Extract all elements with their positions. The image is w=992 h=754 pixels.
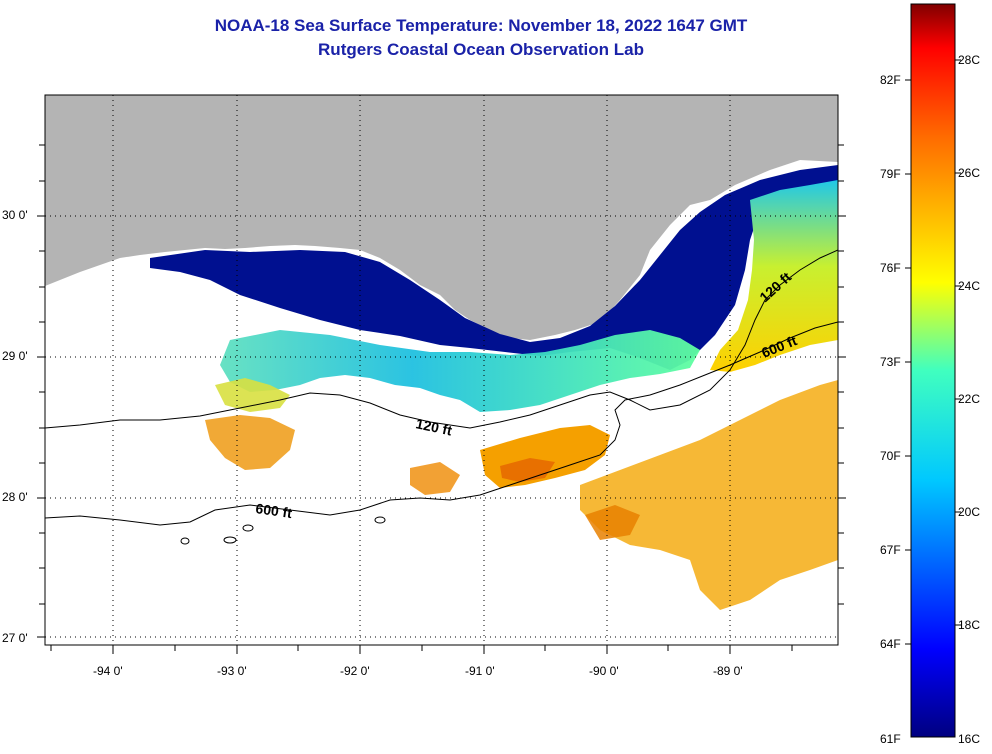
colorbar-label-c: 16C xyxy=(958,732,981,746)
map-subtitle: Rutgers Coastal Ocean Observation Lab xyxy=(318,40,644,59)
warm-patch-3 xyxy=(580,380,838,610)
plume-east xyxy=(710,180,838,372)
isobath-120ft xyxy=(45,249,838,429)
map-frame xyxy=(44,94,839,646)
lat-label: 28 0' xyxy=(2,490,28,504)
lat-label: 27 0' xyxy=(2,631,28,645)
lon-label: -91 0' xyxy=(465,664,495,678)
lon-label: -89 0' xyxy=(713,664,743,678)
isobath-label-600-west: 600 ft xyxy=(255,500,294,521)
isobath-label-120-west: 120 ft xyxy=(414,415,453,438)
axis-ticks xyxy=(37,144,846,654)
warm-patch-4 xyxy=(585,505,640,540)
warm-patch-2 xyxy=(500,458,555,482)
colorbar-label-c: 18C xyxy=(958,618,981,632)
contour-loop xyxy=(242,524,254,532)
colorbar-label-c: 22C xyxy=(958,392,981,406)
cold-coastal-water xyxy=(150,165,838,370)
colorbar-label-f: 67F xyxy=(880,543,901,557)
lat-label: 29 0' xyxy=(2,349,28,363)
colorbar-ticks xyxy=(905,59,961,645)
warm-patch-5 xyxy=(205,415,295,470)
colorbar-label-f: 61F xyxy=(880,732,901,746)
colorbar-label-c: 20C xyxy=(958,505,981,519)
colorbar-label-c: 28C xyxy=(958,53,981,67)
lon-label: -90 0' xyxy=(589,664,619,678)
lon-label: -93 0' xyxy=(217,664,247,678)
colorbar-label-f: 76F xyxy=(880,261,901,275)
plume-cyan xyxy=(220,330,700,412)
colorbar-label-f: 79F xyxy=(880,167,901,181)
isobath-600ft xyxy=(45,321,838,526)
colorbar xyxy=(910,3,956,738)
grid-lines xyxy=(45,95,838,645)
lat-label: 30 0' xyxy=(2,208,28,222)
contour-loop xyxy=(180,537,190,545)
colorbar-label-c: 26C xyxy=(958,166,981,180)
contour-loop xyxy=(223,536,237,544)
colorbar-label-f: 64F xyxy=(880,637,901,651)
warm-patch-6 xyxy=(410,462,460,495)
lon-label: -94 0' xyxy=(93,664,123,678)
map-title: NOAA-18 Sea Surface Temperature: Novembe… xyxy=(214,16,748,35)
colorbar-label-c: 24C xyxy=(958,279,981,293)
contour-loop xyxy=(374,516,386,524)
yellow-patch xyxy=(215,378,290,412)
lon-label: -92 0' xyxy=(340,664,370,678)
land-mass xyxy=(45,95,838,340)
colorbar-label-f: 70F xyxy=(880,449,901,463)
colorbar-label-f: 73F xyxy=(880,355,901,369)
colorbar-label-f: 82F xyxy=(880,73,901,87)
